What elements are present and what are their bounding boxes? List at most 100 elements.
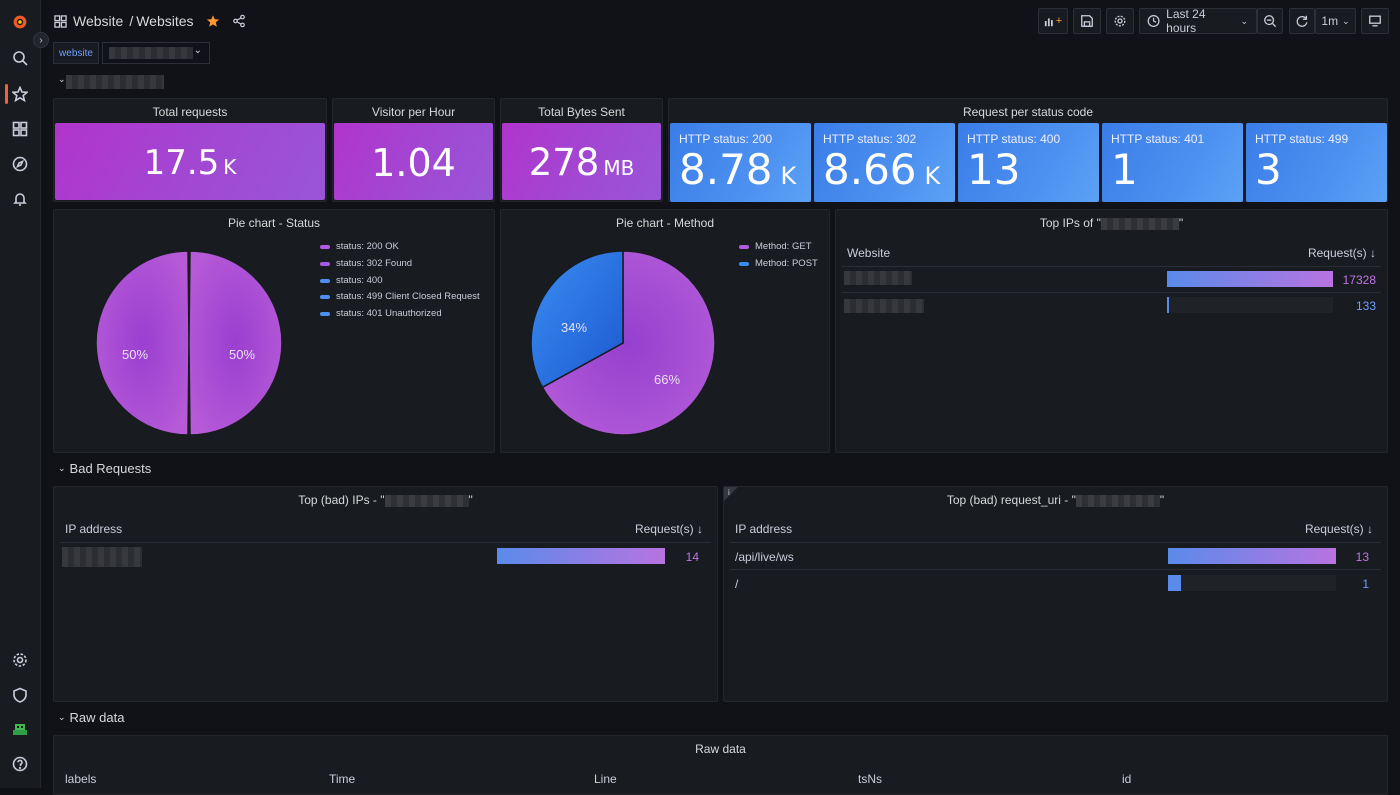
stat-value: 1.04 [371,141,456,185]
gauge-fill [1168,548,1336,564]
table-divider [842,292,1381,293]
dashboard-settings-button[interactable] [1106,8,1134,34]
website-variable-select[interactable]: ⌄ [102,42,210,64]
column-header-id[interactable]: id [1122,772,1132,786]
time-range-chevron-icon: ⌄ [1240,15,1248,26]
save-dashboard-button[interactable] [1073,8,1101,34]
alerting-bell-icon[interactable] [10,189,30,209]
legend-item[interactable]: Method: POST [739,258,818,269]
refresh-button[interactable] [1289,8,1315,34]
status-value: 8.66 K [823,145,941,194]
expand-menu-chevron-icon[interactable]: › [33,32,49,48]
pie-slice-302 [95,250,190,436]
panel-title: Visitor per Hour [371,105,456,119]
column-header-requests[interactable]: Request(s) ↓ [1307,246,1376,260]
request-count: 1 [1362,577,1369,591]
sort-desc-arrow-icon: ↓ [697,522,703,536]
dashboards-icon[interactable] [10,119,30,139]
redacted-row-title [66,75,164,89]
legend-item[interactable]: Method: GET [739,241,812,252]
column-header-ip[interactable]: IP address [65,522,123,536]
panel-title: Total Bytes Sent [538,105,625,119]
legend-item[interactable]: status: 200 OK [320,241,399,252]
legend-item[interactable]: status: 499 Client Closed Request [320,291,480,302]
legend-item[interactable]: status: 401 Unauthorized [320,308,442,319]
clock-icon [1147,15,1160,27]
legend-item[interactable]: status: 302 Found [320,258,412,269]
pie-slice-post [530,250,624,389]
panel-title: Total requests [152,105,228,119]
grafana-logo-icon[interactable] [10,12,30,32]
row-header-bad-requests[interactable]: ⌄ Bad Requests [58,461,152,476]
starred-icon[interactable] [10,84,30,104]
panel-total-requests: Total requests 17.5 K [53,98,327,202]
redacted-cell [62,547,142,567]
column-header-website[interactable]: Website [847,246,891,260]
redacted-text [384,494,469,507]
add-panel-button[interactable]: + [1038,8,1068,34]
favorite-star-icon[interactable] [206,14,220,28]
tv-mode-button[interactable] [1361,8,1389,34]
pie-slice-label: 66% [654,372,681,387]
column-header-tsns[interactable]: tsNs [858,772,882,786]
monitor-icon [1369,15,1381,27]
table-divider [842,266,1381,267]
variable-label: website [53,42,99,64]
panel-title: Top (bad) IPs - " " [298,493,473,507]
refresh-interval-picker[interactable]: 1m ⌄ [1315,8,1356,34]
column-header-ip[interactable]: IP address [735,522,793,536]
status-value: 1 [1111,145,1138,194]
panel-title: Top IPs of " " [1039,216,1184,230]
panel-top-bad-ips: Top (bad) IPs - " " IP address Request(s)… [53,486,718,702]
select-chevron-icon: ⌄ [193,45,202,56]
panel-title: Top (bad) request_uri - " " [946,493,1165,507]
row-header-website[interactable]: ⌄ [58,74,66,85]
dashboard-title[interactable]: Websites [136,13,194,29]
legend-swatch [320,278,330,283]
gauge-fill [1168,575,1181,591]
request-count: 13 [1355,550,1369,564]
panel-info-corner[interactable] [724,487,738,501]
explore-icon[interactable] [10,154,30,174]
zoom-out-button[interactable] [1257,8,1283,34]
share-icon[interactable] [232,14,246,28]
status-value: 8.78 K [679,145,797,194]
row-header-raw-data[interactable]: ⌄ Raw data [58,710,125,725]
legend-item[interactable]: status: 400 [320,275,382,286]
user-avatar-icon[interactable] [10,719,30,739]
help-icon[interactable] [10,754,30,774]
gauge-bar [1167,297,1333,313]
status-302-box: HTTP status: 302 8.66 K [814,123,955,202]
status-label: HTTP status: 499 [1255,132,1349,146]
status-label: HTTP status: 200 [679,132,773,146]
panel-title: Pie chart - Status [227,216,321,230]
status-499-box: HTTP status: 499 3 [1246,123,1387,202]
server-admin-shield-icon[interactable] [10,685,30,705]
pie-slice-get [541,250,716,436]
column-header-labels[interactable]: labels [65,772,97,786]
pie-status-chart [95,250,283,436]
status-value: 13 [967,145,1021,194]
gauge-fill [497,548,665,564]
pie-slice-label: 34% [561,320,588,335]
request-uri: / [735,577,739,591]
column-header-line[interactable]: Line [594,772,617,786]
request-count: 17328 [1342,273,1376,287]
settings-gear-icon [1114,15,1126,27]
sort-desc-arrow-icon: ↓ [1367,522,1373,536]
request-count: 14 [685,550,699,564]
breadcrumb-folder[interactable]: Website [73,13,124,29]
request-count: 133 [1355,299,1376,313]
configuration-gear-icon[interactable] [10,650,30,670]
column-header-requests[interactable]: Request(s) ↓ [634,522,703,536]
time-range-picker[interactable]: Last 24 hours ⌄ [1139,7,1257,35]
table-divider [60,542,711,543]
column-header-time[interactable]: Time [329,772,356,786]
search-icon[interactable] [10,48,30,68]
legend-swatch [739,261,749,266]
panel-title: Pie chart - Method [615,216,715,230]
stat-value-box: 278 MB [502,123,661,200]
table-divider [730,569,1381,570]
panel-request-per-status-code: Request per status code HTTP status: 200… [668,98,1388,202]
column-header-requests[interactable]: Request(s) ↓ [1304,522,1373,536]
